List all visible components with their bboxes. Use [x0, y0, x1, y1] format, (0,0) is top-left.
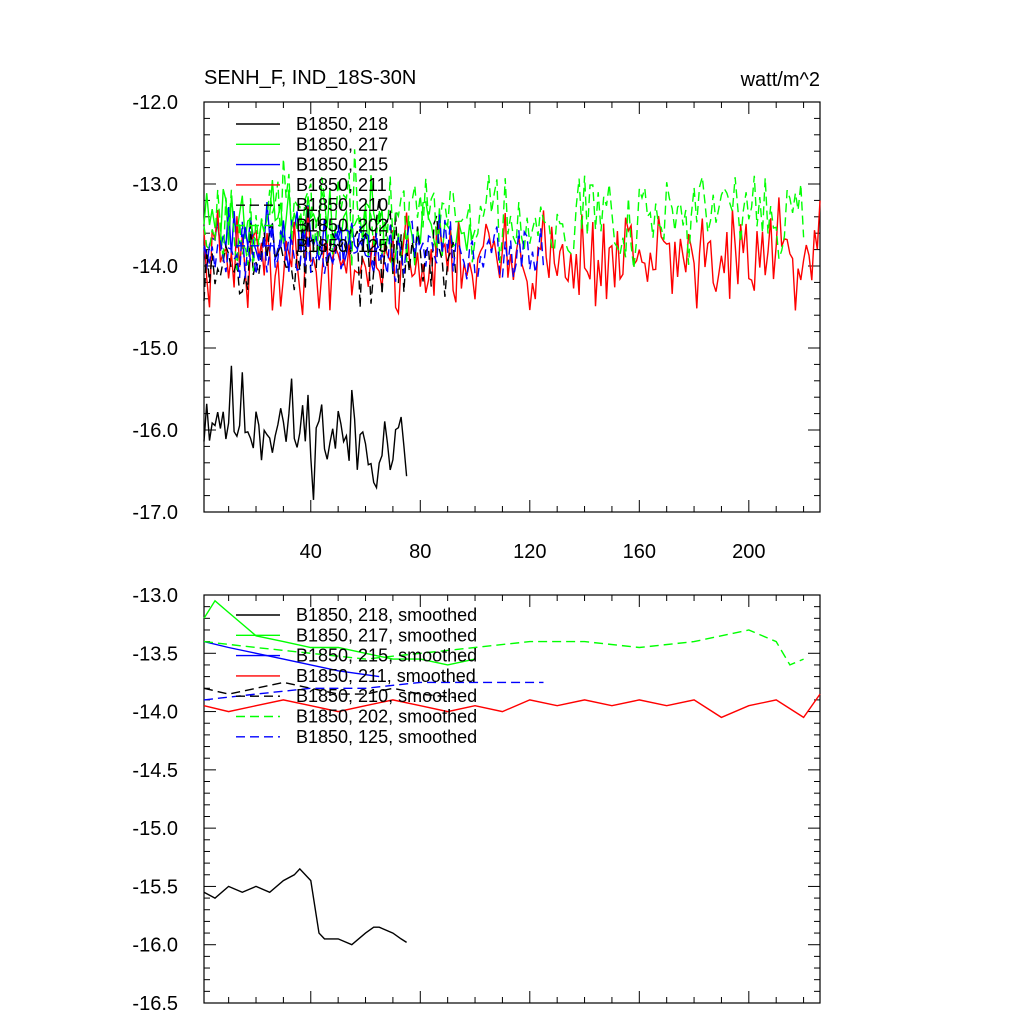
units-label: watt/m^2: [740, 69, 820, 91]
bottom-panel: -13.0 -13.5 -14.0 -14.5 -15.0 -15.5 -16.0 -16.5…: [132, 585, 821, 1015]
y-tick-label: -15.0: [132, 818, 178, 840]
legend-label: B1850, 125, smoothed: [296, 727, 477, 747]
series-line-4: [203, 693, 821, 719]
y-tick-label: -16.0: [132, 420, 178, 442]
plot-frame: [203, 101, 821, 513]
series-line-1: [203, 867, 407, 946]
legend-label: B1850, 217, smoothed: [296, 625, 477, 645]
y-tick-label: -14.0: [132, 702, 178, 724]
x-tick-label: 200: [732, 541, 765, 563]
x-tick-label: 160: [623, 541, 656, 563]
legend-label: B1850, 211: [296, 175, 387, 195]
series-line-4: [203, 197, 821, 316]
y-tick-label: -16.0: [132, 935, 178, 957]
x-tick-label: 120: [513, 541, 546, 563]
legend-label: B1850, 210, smoothed: [296, 686, 477, 706]
top-panel: 40 80 120 160 200 -12.0 -13.0 -14.0 -15.0 -16.0 -1…: [132, 92, 821, 563]
series-line-2: [203, 599, 476, 666]
y-tick-label: -15.5: [132, 876, 178, 898]
x-tick-label: 80: [409, 541, 431, 563]
series-line-6: [203, 149, 805, 272]
legend-label: B1850, 217: [296, 134, 388, 154]
y-tick-label: -14.5: [132, 760, 178, 782]
legend-label: B1850, 211, smoothed: [296, 666, 476, 686]
y-tick-label: -12.0: [132, 92, 178, 114]
y-tick-label: -16.5: [132, 993, 178, 1015]
y-tick-label: -13.5: [132, 643, 178, 665]
series-line-7: [203, 681, 544, 701]
legend-label: B1850, 218: [296, 114, 388, 134]
legend-label: B1850, 210: [296, 195, 388, 215]
legend-label: B1850, 125: [296, 236, 388, 256]
plot-frame: [203, 594, 821, 1004]
series-line-1: [203, 365, 408, 500]
x-tick-label: 40: [300, 541, 322, 563]
y-tick-label: -17.0: [132, 502, 178, 524]
y-tick-label: -13.0: [132, 585, 178, 607]
series-line-7: [203, 214, 545, 282]
legend-label: B1850, 215: [296, 155, 388, 175]
y-tick-label: -14.0: [132, 256, 178, 278]
legend-label: B1850, 218, smoothed: [296, 605, 477, 625]
y-tick-label: -13.0: [132, 174, 178, 196]
legend-label: B1850, 215, smoothed: [296, 646, 477, 666]
y-tick-label: -15.0: [132, 338, 178, 360]
legend-label: B1850, 202, smoothed: [296, 707, 477, 727]
chart-title: SENH_F, IND_18S-30N: [204, 67, 416, 89]
series-line-3: [203, 640, 380, 678]
legend-label: B1850, 202: [296, 216, 388, 236]
series-line-6: [203, 629, 804, 666]
